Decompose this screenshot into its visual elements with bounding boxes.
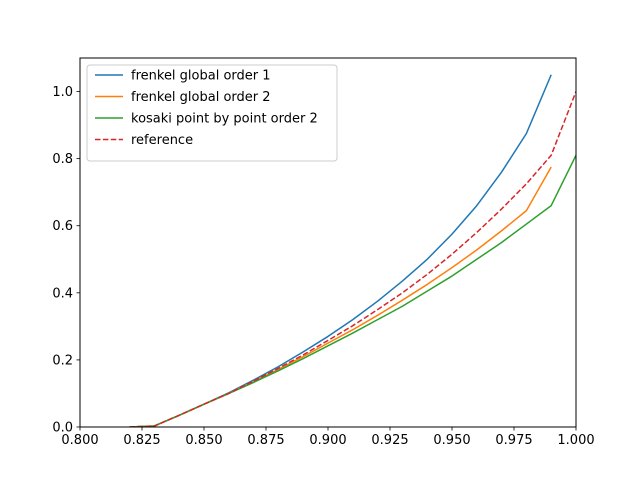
y-tick-label: 0.0 bbox=[52, 421, 73, 436]
legend-box bbox=[86, 64, 338, 162]
series-line-3 bbox=[129, 91, 576, 427]
x-axis: 0.800 0.825 0.850 0.875 0.900 0.925 0.950 0.975… bbox=[61, 427, 595, 448]
series-line-2 bbox=[129, 154, 576, 427]
y-tick-label: 0.2 bbox=[52, 353, 73, 368]
y-axis: 0.0 0.2 0.4 0.6 0.8 1.0 bbox=[52, 85, 80, 436]
x-tick-label: 0.875 bbox=[247, 433, 284, 448]
series-line-1 bbox=[129, 166, 552, 427]
x-tick-label: 0.925 bbox=[371, 433, 408, 448]
legend-label: frenkel global order 2 bbox=[131, 90, 271, 105]
y-tick-label: 0.4 bbox=[52, 286, 73, 301]
x-tick-label: 0.850 bbox=[185, 433, 222, 448]
x-tick-label: 0.800 bbox=[61, 433, 98, 448]
x-tick-label: 0.975 bbox=[495, 433, 532, 448]
x-tick-label: 0.900 bbox=[309, 433, 346, 448]
y-tick-label: 0.8 bbox=[52, 152, 73, 167]
x-tick-label: 0.825 bbox=[123, 433, 160, 448]
plot-area bbox=[129, 74, 576, 427]
y-tick-label: 1.0 bbox=[52, 85, 73, 100]
x-tick-label: 1.000 bbox=[557, 433, 594, 448]
legend-label: frenkel global order 1 bbox=[131, 69, 271, 84]
legend-label: reference bbox=[131, 133, 193, 148]
legend-label: kosaki point by point order 2 bbox=[131, 112, 318, 127]
x-tick-label: 0.950 bbox=[433, 433, 470, 448]
y-tick-label: 0.6 bbox=[52, 219, 73, 234]
legend: frenkel global order 1 frenkel global ord… bbox=[86, 64, 338, 162]
